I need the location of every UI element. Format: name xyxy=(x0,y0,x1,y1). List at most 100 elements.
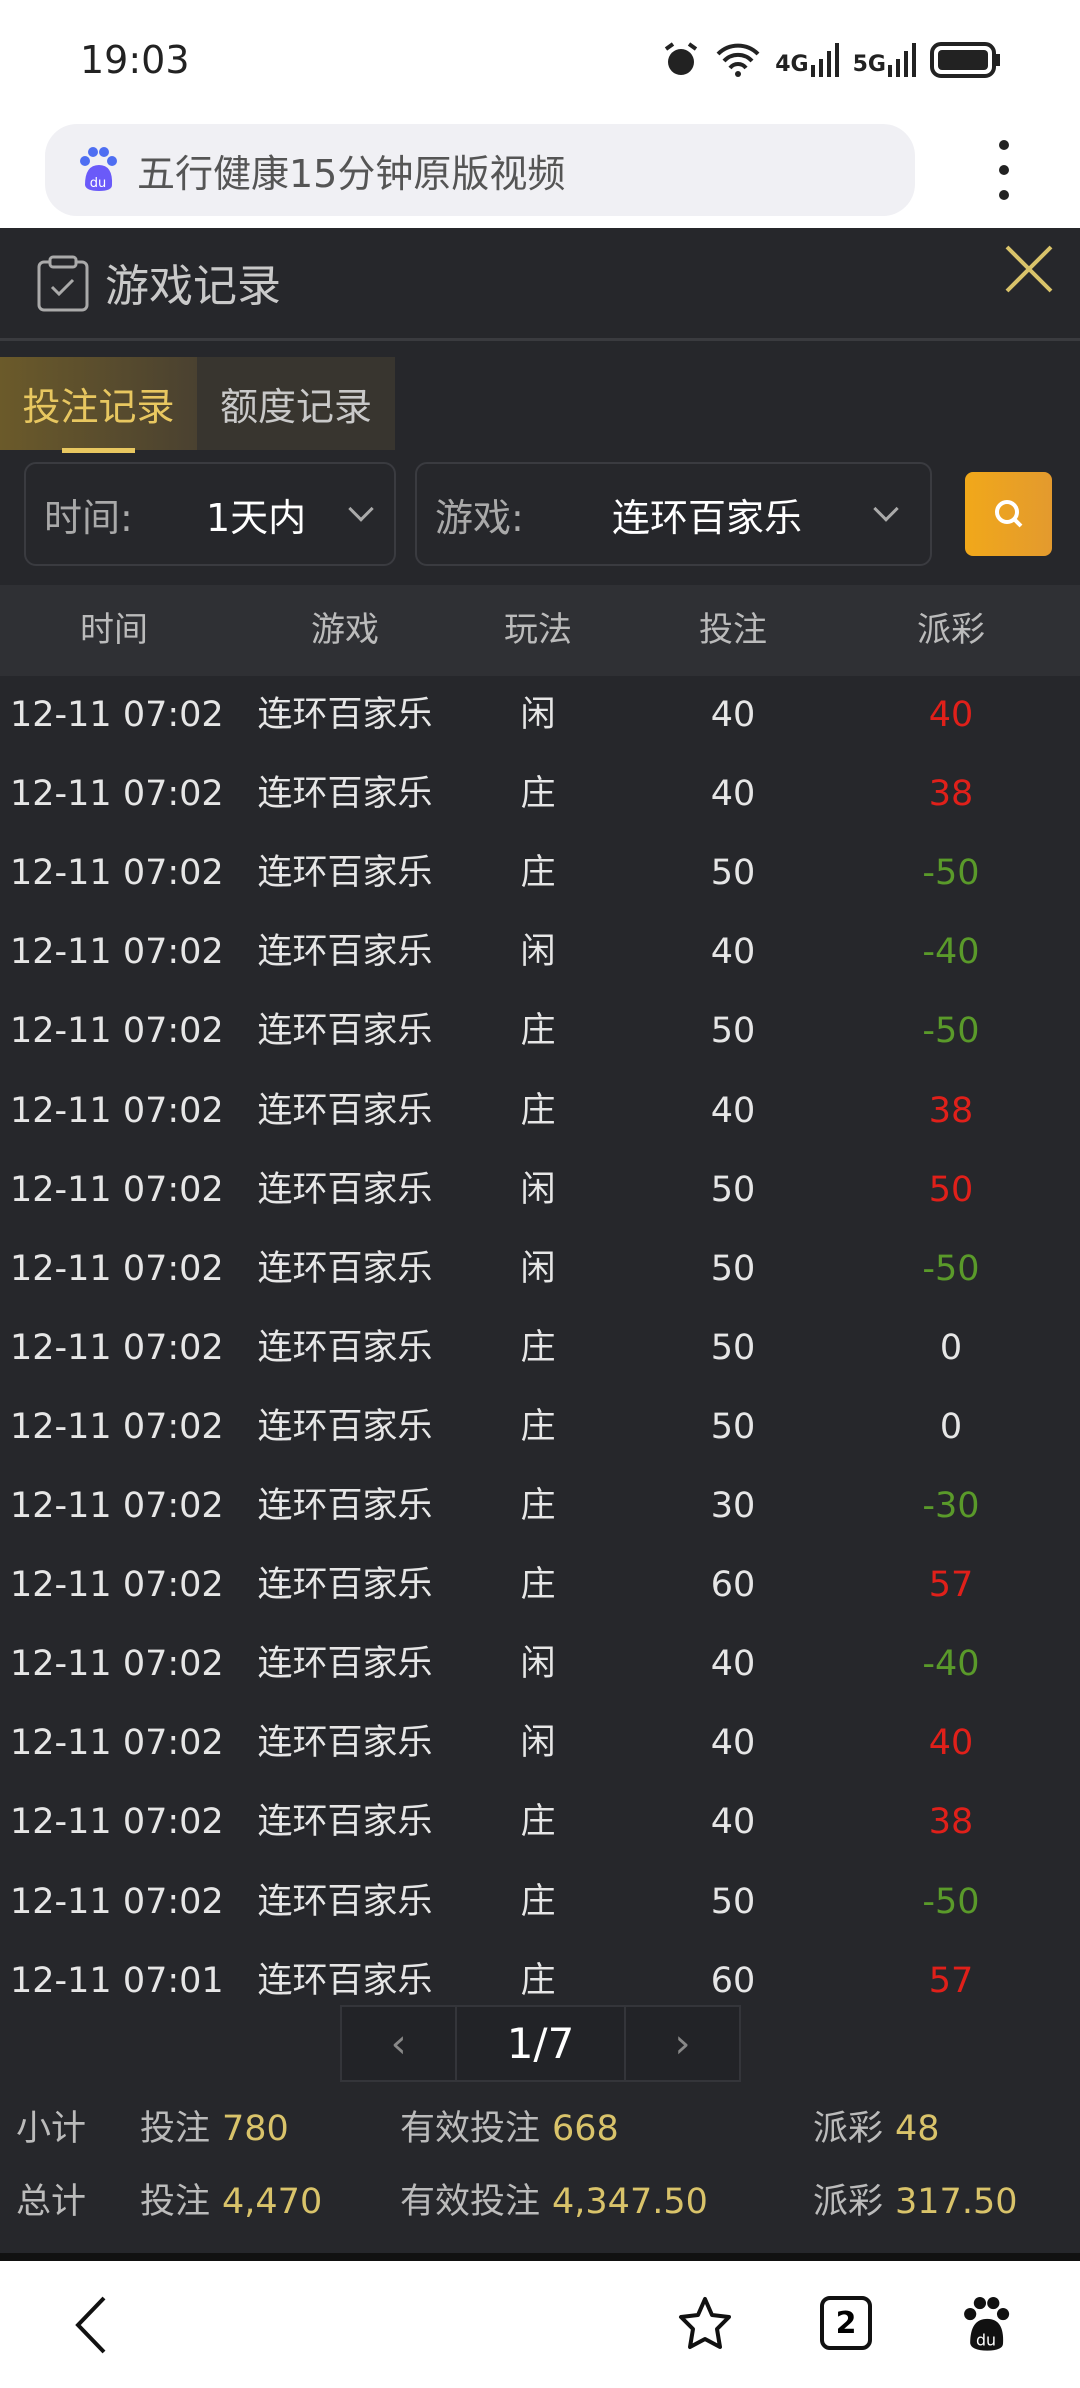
cell-game: 连环百家乐 xyxy=(257,1960,433,2001)
table-row: 12-11 07:02 连环百家乐 闲 40 40 xyxy=(0,676,1080,755)
cell-game: 连环百家乐 xyxy=(257,932,433,973)
cell-payout: 50 xyxy=(928,1169,974,1210)
cell-time: 12-11 07:02 xyxy=(10,853,224,894)
cell-bet: 50 xyxy=(710,1169,756,1210)
cell-time: 12-11 07:02 xyxy=(10,932,224,973)
search-button[interactable] xyxy=(965,472,1052,556)
cell-play: 闲 xyxy=(520,932,556,973)
cell-bet: 60 xyxy=(710,1960,756,2001)
divider xyxy=(0,2253,1080,2261)
table-row: 12-11 07:02 连环百家乐 庄 50 0 xyxy=(0,1309,1080,1388)
cell-payout: 38 xyxy=(928,1802,974,1843)
cell-play: 庄 xyxy=(520,853,556,894)
cell-time: 12-11 07:02 xyxy=(10,1486,224,1526)
valid-bet-value: 4,347.50 xyxy=(552,2182,708,2222)
bet-value: 4,470 xyxy=(222,2182,323,2222)
subtotal-payout: 派彩 48 xyxy=(813,2100,940,2151)
table-row: 12-11 07:02 连环百家乐 闲 50 -50 xyxy=(0,1230,1080,1309)
total-bet: 投注 4,470 xyxy=(140,2173,322,2224)
4g-signal-icon: 4G xyxy=(775,43,839,77)
pagination: ‹ 1/7 › xyxy=(340,2005,741,2082)
cell-game: 连环百家乐 xyxy=(257,1644,433,1685)
table-row: 12-11 07:02 连环百家乐 庄 60 57 xyxy=(0,1546,1080,1625)
cell-game: 连环百家乐 xyxy=(257,774,433,815)
back-icon[interactable] xyxy=(72,2295,108,2355)
close-icon[interactable] xyxy=(1004,244,1054,294)
table-row: 12-11 07:02 连环百家乐 庄 50 -50 xyxy=(0,834,1080,913)
cell-play: 闲 xyxy=(520,1169,556,1210)
table-row: 12-11 07:02 连环百家乐 闲 50 50 xyxy=(0,1151,1080,1230)
baidu-logo-icon: du xyxy=(80,147,117,191)
cell-play: 庄 xyxy=(520,1011,556,1052)
5g-signal-icon: 5G xyxy=(853,43,916,77)
column-payout: 派彩 xyxy=(917,610,985,650)
next-page-button[interactable]: › xyxy=(625,2007,740,2080)
cell-bet: 50 xyxy=(710,1248,756,1289)
table-row: 12-11 07:02 连环百家乐 庄 50 -50 xyxy=(0,992,1080,1071)
cell-time: 12-11 07:02 xyxy=(10,774,224,815)
cell-game: 连环百家乐 xyxy=(257,1327,433,1368)
cell-bet: 30 xyxy=(710,1486,756,1526)
svg-text:du: du xyxy=(90,176,107,191)
table-row: 12-11 07:02 连环百家乐 庄 30 -30 xyxy=(0,1467,1080,1546)
cell-play: 闲 xyxy=(520,695,556,735)
cell-payout: -30 xyxy=(922,1486,980,1526)
cell-play: 庄 xyxy=(520,1960,556,2001)
payout-label: 派彩 xyxy=(813,2109,884,2149)
payout-value: 317.50 xyxy=(895,2182,1018,2222)
cell-time: 12-11 07:02 xyxy=(10,1802,224,1843)
tab-credit-records[interactable]: 额度记录 xyxy=(197,357,395,450)
cell-play: 庄 xyxy=(520,1802,556,1843)
cell-game: 连环百家乐 xyxy=(257,1169,433,1210)
cell-play: 庄 xyxy=(520,1090,556,1131)
cell-bet: 40 xyxy=(710,1802,756,1843)
cell-time: 12-11 07:02 xyxy=(10,1248,224,1289)
cell-game: 连环百家乐 xyxy=(257,1406,433,1447)
clipboard-check-icon xyxy=(37,255,89,312)
cell-play: 庄 xyxy=(520,1565,556,1606)
time-filter-value: 1天内 xyxy=(206,495,307,540)
table-row: 12-11 07:02 连环百家乐 庄 50 -50 xyxy=(0,1863,1080,1942)
prev-page-button[interactable]: ‹ xyxy=(342,2007,456,2080)
cell-time: 12-11 07:01 xyxy=(10,1960,224,2001)
column-play: 玩法 xyxy=(504,610,572,650)
baidu-home-icon[interactable]: du xyxy=(958,2297,1014,2353)
table-row: 12-11 07:02 连环百家乐 闲 40 -40 xyxy=(0,1625,1080,1704)
cell-payout: 57 xyxy=(928,1565,974,1606)
cell-play: 闲 xyxy=(520,1248,556,1289)
cell-payout: 40 xyxy=(928,695,974,735)
cell-bet: 50 xyxy=(710,1406,756,1447)
cell-payout: 40 xyxy=(928,1723,974,1764)
cell-time: 12-11 07:02 xyxy=(10,1169,224,1210)
cell-time: 12-11 07:02 xyxy=(10,1881,224,1922)
active-tab-indicator xyxy=(62,448,135,453)
tab-bet-records[interactable]: 投注记录 xyxy=(0,357,197,450)
network-label: 5G xyxy=(852,52,886,77)
cell-payout: -50 xyxy=(922,1248,980,1289)
cell-bet: 50 xyxy=(710,1881,756,1922)
cell-payout: 0 xyxy=(939,1406,963,1447)
cell-bet: 40 xyxy=(710,774,756,815)
table-row: 12-11 07:02 连环百家乐 庄 50 0 xyxy=(0,1388,1080,1467)
cell-time: 12-11 07:02 xyxy=(10,1090,224,1131)
cell-game: 连环百家乐 xyxy=(257,1248,433,1289)
cell-payout: -40 xyxy=(922,932,980,973)
cell-bet: 60 xyxy=(710,1565,756,1606)
subtotal-valid-bet: 有效投注 668 xyxy=(400,2100,619,2151)
alarm-icon xyxy=(665,42,698,75)
status-bar: 19:03 4G 5G xyxy=(0,0,1080,120)
tabs-count-button[interactable]: 2 xyxy=(820,2296,872,2350)
payout-label: 派彩 xyxy=(813,2182,884,2222)
chevron-down-icon xyxy=(348,496,374,522)
table-row: 12-11 07:02 连环百家乐 庄 40 38 xyxy=(0,755,1080,834)
time-filter-select[interactable]: 时间: 1天内 xyxy=(24,462,396,566)
cell-game: 连环百家乐 xyxy=(257,1723,433,1764)
address-bar[interactable]: du 五行健康15分钟原版视频 xyxy=(45,124,915,216)
status-icons: 4G 5G xyxy=(661,40,1002,80)
more-menu-icon[interactable] xyxy=(996,140,1012,200)
cell-game: 连环百家乐 xyxy=(257,1802,433,1843)
bet-value: 780 xyxy=(222,2109,289,2149)
cell-play: 庄 xyxy=(520,1327,556,1368)
star-icon[interactable] xyxy=(676,2295,734,2353)
game-filter-select[interactable]: 游戏: 连环百家乐 xyxy=(415,462,932,566)
